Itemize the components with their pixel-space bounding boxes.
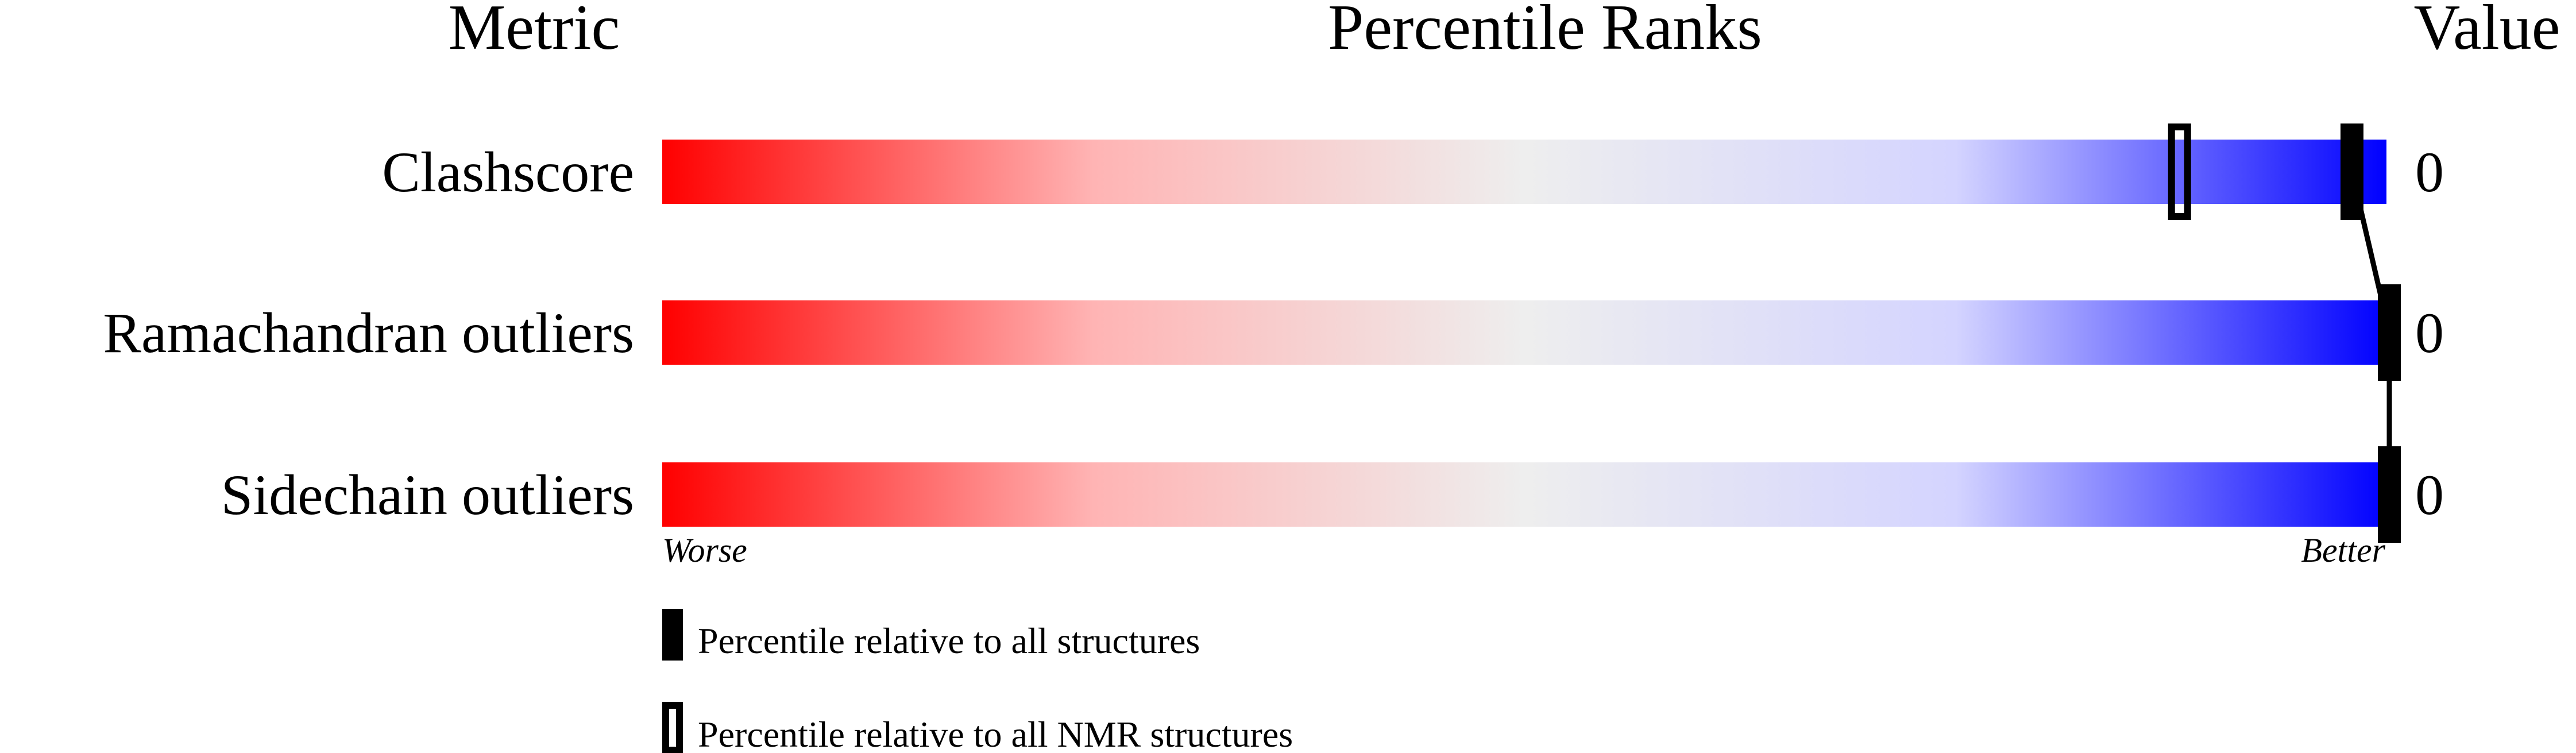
metric-label: Sidechain outliers: [221, 463, 634, 527]
all-percentile-marker: [2340, 123, 2363, 220]
label-better: Better: [2301, 531, 2385, 569]
percentile-bar: [662, 300, 2386, 365]
metric-label: Ramachandran outliers: [103, 301, 634, 365]
legend-nmr-marker: [662, 702, 683, 753]
header-percentile-ranks: Percentile Ranks: [1328, 0, 1762, 63]
legend-all-marker: [662, 609, 683, 661]
header-value: Value: [2413, 0, 2560, 63]
nmr-percentile-marker: [2168, 123, 2191, 220]
legend-all-label: Percentile relative to all structures: [698, 620, 1200, 661]
header-metric: Metric: [449, 0, 620, 63]
all-percentile-marker: [2378, 284, 2401, 381]
metric-value: 0: [2415, 140, 2444, 204]
metric-value: 0: [2415, 463, 2444, 527]
metric-label: Clashscore: [382, 140, 634, 204]
label-worse: Worse: [662, 531, 747, 569]
metric-value: 0: [2415, 301, 2444, 365]
percentile-bar: [662, 462, 2386, 527]
legend-nmr-label: Percentile relative to all NMR structure…: [698, 714, 1293, 753]
all-percentile-marker: [2378, 446, 2401, 543]
percentile-bar: [662, 140, 2386, 204]
